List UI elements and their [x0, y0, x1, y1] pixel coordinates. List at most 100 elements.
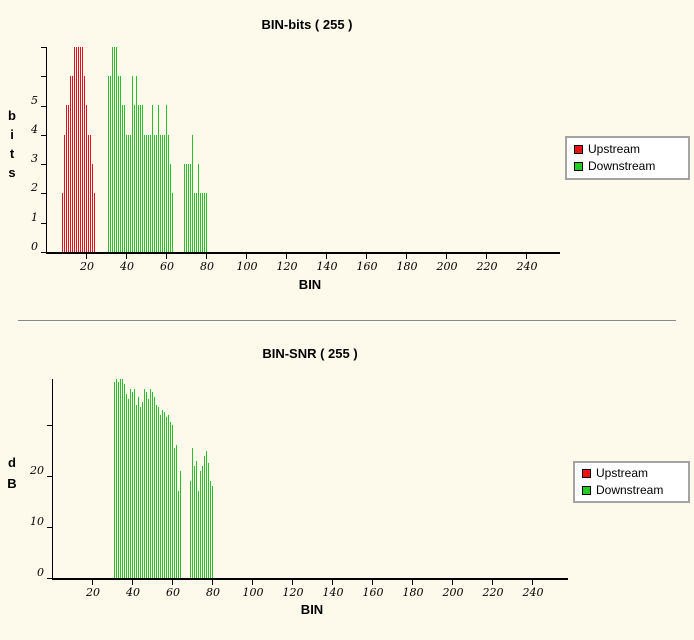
- bar-downstream-bin-51: [148, 135, 149, 252]
- bar-downstream-bin-41: [134, 389, 135, 578]
- bar-downstream-bin-33: [112, 47, 113, 252]
- bar-upstream-bin-19: [84, 76, 85, 252]
- chart-snr-title: BIN-SNR ( 255 ): [262, 346, 358, 361]
- bar-downstream-bin-80: [212, 486, 213, 578]
- bar-downstream-bin-41: [128, 135, 129, 252]
- bar-downstream-bin-48: [142, 105, 143, 252]
- bar-upstream-bin-17: [80, 47, 81, 252]
- bar-upstream-bin-13: [72, 76, 73, 252]
- y-tick: [41, 223, 46, 224]
- bar-downstream-bin-56: [158, 105, 159, 252]
- chart-separator-line: [18, 320, 676, 323]
- x-tick-label: 160: [356, 260, 378, 273]
- bar-downstream-bin-51: [154, 397, 155, 578]
- bar-downstream-bin-33: [118, 382, 119, 578]
- bar-downstream-bin-32: [116, 379, 117, 578]
- x-tick: [532, 580, 533, 585]
- y-tick: [41, 76, 46, 77]
- legend-item-upstream: Upstream: [574, 142, 681, 157]
- bar-downstream-bin-43: [138, 397, 139, 578]
- upstream-swatch-icon: [582, 469, 591, 478]
- bar-downstream-bin-43: [132, 76, 133, 252]
- bar-upstream-bin-8: [62, 193, 63, 252]
- bar-downstream-bin-77: [206, 451, 207, 578]
- y-tick-label: 10: [30, 515, 44, 528]
- bar-downstream-bin-72: [196, 461, 197, 578]
- bar-downstream-bin-49: [144, 135, 145, 252]
- x-tick-label: 240: [522, 586, 544, 599]
- bar-downstream-bin-42: [130, 135, 131, 252]
- bar-downstream-bin-58: [162, 135, 163, 252]
- chart-bits-x-axis-label: BIN: [298, 277, 322, 292]
- bar-upstream-bin-10: [66, 105, 67, 252]
- bar-downstream-bin-61: [174, 448, 175, 578]
- bar-downstream-bin-46: [144, 389, 145, 578]
- x-tick-label: 240: [516, 260, 538, 273]
- bar-downstream-bin-54: [154, 135, 155, 252]
- x-tick: [486, 254, 487, 259]
- y-tick-label: 4: [31, 123, 38, 136]
- chart-snr-x-axis-label: BIN: [300, 602, 324, 617]
- bar-downstream-bin-63: [178, 491, 179, 578]
- x-tick-label: 180: [396, 260, 418, 273]
- bar-downstream-bin-61: [168, 135, 169, 252]
- bar-downstream-bin-53: [152, 105, 153, 252]
- bar-downstream-bin-47: [140, 105, 141, 252]
- y-tick-label: 3: [31, 152, 38, 165]
- bar-downstream-bin-78: [208, 463, 209, 578]
- bar-downstream-bin-64: [180, 471, 181, 578]
- x-tick: [92, 580, 93, 585]
- x-tick-label: 140: [322, 586, 344, 599]
- bar-downstream-bin-80: [206, 193, 207, 252]
- bar-downstream-bin-38: [128, 399, 129, 578]
- bar-downstream-bin-54: [160, 415, 161, 578]
- y-tick-label: 20: [30, 464, 44, 477]
- legend-item-upstream: Upstream: [582, 466, 681, 481]
- x-tick-label: 40: [126, 586, 140, 599]
- bar-downstream-bin-73: [192, 135, 193, 252]
- x-tick: [452, 580, 453, 585]
- bar-downstream-bin-55: [162, 410, 163, 578]
- upstream-swatch-icon: [574, 145, 583, 154]
- x-tick-label: 180: [402, 586, 424, 599]
- bar-upstream-bin-14: [74, 47, 75, 252]
- x-tick-label: 120: [276, 260, 298, 273]
- bar-downstream-bin-35: [116, 47, 117, 252]
- y-tick-label: 0: [37, 566, 44, 579]
- bar-upstream-bin-22: [90, 135, 91, 252]
- bar-downstream-bin-37: [120, 76, 121, 252]
- bar-downstream-bin-59: [164, 135, 165, 252]
- x-tick: [172, 580, 173, 585]
- y-tick-label: 1: [31, 211, 38, 224]
- bar-downstream-bin-76: [204, 456, 205, 578]
- x-axis: [46, 252, 560, 254]
- x-tick: [372, 580, 373, 585]
- bar-downstream-bin-36: [124, 384, 125, 578]
- bar-downstream-bin-60: [166, 105, 167, 252]
- x-tick-label: 160: [362, 586, 384, 599]
- x-tick: [86, 254, 87, 259]
- downstream-swatch-icon: [574, 162, 583, 171]
- bar-upstream-bin-20: [86, 105, 87, 252]
- x-tick-label: 220: [476, 260, 498, 273]
- legend-label-downstream: Downstream: [588, 159, 656, 173]
- x-tick: [132, 580, 133, 585]
- legend-label-downstream: Downstream: [596, 483, 664, 497]
- bar-downstream-bin-37: [126, 394, 127, 578]
- bar-downstream-bin-38: [122, 105, 123, 252]
- x-tick-label: 120: [282, 586, 304, 599]
- y-tick: [41, 193, 46, 194]
- y-tick: [41, 164, 46, 165]
- x-tick: [292, 580, 293, 585]
- bar-downstream-bin-63: [172, 193, 173, 252]
- x-tick-label: 220: [482, 586, 504, 599]
- bar-downstream-bin-60: [172, 425, 173, 578]
- x-tick-label: 60: [166, 586, 180, 599]
- legend-label-upstream: Upstream: [588, 142, 641, 156]
- bar-downstream-bin-50: [146, 135, 147, 252]
- bar-downstream-bin-71: [188, 164, 189, 252]
- x-tick: [126, 254, 127, 259]
- bar-upstream-bin-11: [68, 105, 69, 252]
- x-tick: [286, 254, 287, 259]
